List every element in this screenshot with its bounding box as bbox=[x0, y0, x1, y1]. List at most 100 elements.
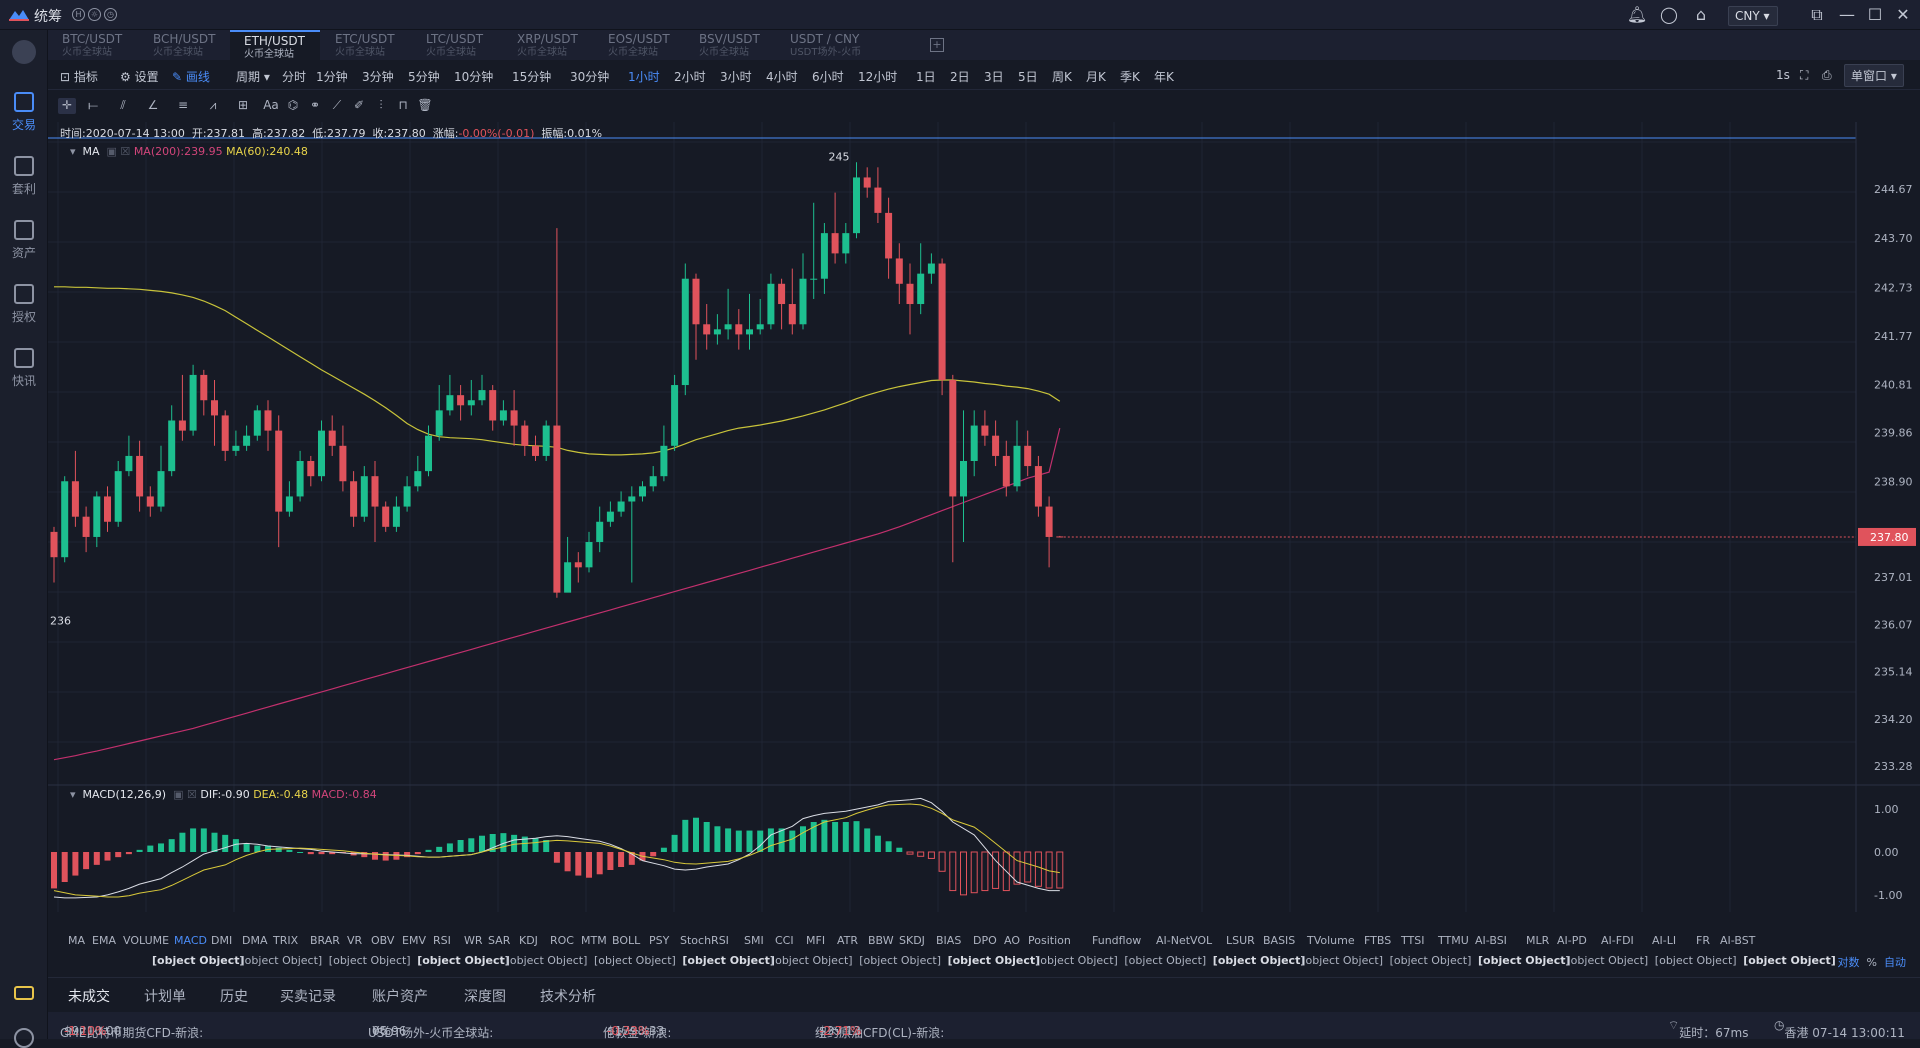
indicator-option[interactable]: EMV bbox=[402, 934, 426, 947]
indicator-option[interactable]: AI-PD bbox=[1557, 934, 1587, 947]
settings-round-icon[interactable]: ☼ bbox=[88, 8, 101, 21]
currency-select[interactable]: CNY ▾ bbox=[1728, 6, 1778, 26]
period-option[interactable]: 1日 bbox=[916, 70, 936, 84]
period-option[interactable]: 6小时 bbox=[812, 70, 844, 84]
fib-tool-icon[interactable]: ≡ bbox=[177, 98, 189, 112]
period-option[interactable]: 3小时 bbox=[720, 70, 752, 84]
fullscreen-icon[interactable]: ⛶ bbox=[1800, 68, 1809, 82]
period-option[interactable]: 5分钟 bbox=[408, 70, 440, 84]
close-button[interactable]: ✕ bbox=[1896, 5, 1910, 24]
indicator-option[interactable]: AI-BSI bbox=[1475, 934, 1507, 947]
indicator-option[interactable]: MA bbox=[68, 934, 86, 947]
period-option[interactable]: 季K bbox=[1120, 70, 1140, 84]
settings-icon[interactable] bbox=[14, 1028, 34, 1048]
indicator-option[interactable]: TRIX bbox=[273, 934, 299, 947]
tab-7[interactable]: BSV/USDT 火币全球站 bbox=[685, 30, 775, 60]
bottom-tab[interactable]: 历史 bbox=[220, 989, 248, 1005]
period-option[interactable]: 月K bbox=[1086, 70, 1106, 84]
period-option[interactable]: 30分钟 bbox=[570, 70, 610, 84]
period-option[interactable]: 分时 bbox=[282, 70, 307, 84]
indicator-option[interactable]: LSUR bbox=[1226, 934, 1255, 947]
chart-area[interactable]: 244.67 243.70 242.73 241.77 240.81 239.86 238.… bbox=[48, 122, 1920, 980]
indicators-button[interactable]: ⊡ 指标 bbox=[60, 70, 98, 84]
crosshair-icon[interactable]: ✛ bbox=[58, 98, 76, 114]
period-option[interactable]: 2小时 bbox=[674, 70, 706, 84]
indicator-option[interactable]: DMA bbox=[242, 934, 268, 947]
indicator-option[interactable]: BOLL bbox=[612, 934, 641, 947]
sidebar-item-trade[interactable]: 交易 bbox=[0, 84, 48, 142]
tab-3[interactable]: ETC/USDT 火币全球站 bbox=[321, 30, 411, 60]
lock-icon[interactable]: ⊓ bbox=[398, 98, 408, 112]
period-option[interactable]: 1分钟 bbox=[316, 70, 348, 84]
shirt-icon[interactable]: ⌂ bbox=[1695, 5, 1707, 24]
kline-chart[interactable]: 244.67 243.70 242.73 241.77 240.81 239.86 238.… bbox=[48, 122, 1920, 930]
indicator-option[interactable]: FTBS bbox=[1364, 934, 1392, 947]
trash-icon[interactable]: 🗑︎ bbox=[417, 98, 433, 112]
indicator-option[interactable]: SMI bbox=[744, 934, 764, 947]
indicator-option[interactable]: MLR bbox=[1526, 934, 1550, 947]
indicator-option[interactable]: RSI bbox=[433, 934, 451, 947]
bottom-tab[interactable]: 账户资产 bbox=[372, 989, 428, 1005]
indicator-option[interactable]: WR bbox=[464, 934, 483, 947]
period-option[interactable]: 3日 bbox=[984, 70, 1004, 84]
indicator-option[interactable]: TTMU bbox=[1438, 934, 1469, 947]
candle-tool-icon[interactable]: ⫶ bbox=[379, 98, 383, 112]
bottom-tab[interactable]: 计划单 bbox=[144, 989, 186, 1005]
period-option[interactable]: 12小时 bbox=[858, 70, 898, 84]
sidebar-item-assets[interactable]: 资产 bbox=[0, 212, 48, 270]
wave-tool-icon[interactable]: ⩘ bbox=[209, 98, 217, 112]
maximize-button[interactable]: ☐ bbox=[1867, 5, 1883, 24]
indicator-option[interactable]: BBW bbox=[868, 934, 894, 947]
add-tab-button[interactable]: + bbox=[930, 38, 944, 52]
indicator-option[interactable]: SKDJ bbox=[899, 934, 925, 947]
indicator-option[interactable]: DMI bbox=[211, 934, 233, 947]
line-tool-icon[interactable]: ⟝ bbox=[88, 98, 98, 112]
grid-tool-icon[interactable]: ⊞ bbox=[237, 98, 249, 112]
indicator-option[interactable]: StochRSI bbox=[680, 934, 729, 947]
indicator-option[interactable]: CCI bbox=[775, 934, 794, 947]
axis-mode-toggle[interactable]: 对数 % 自动 bbox=[1837, 956, 1906, 969]
sidebar-item-news[interactable]: 快讯 bbox=[0, 340, 48, 398]
indicator-option[interactable]: OBV bbox=[371, 934, 395, 947]
text-tool-icon[interactable]: Aa bbox=[263, 98, 279, 112]
period-option[interactable]: 2日 bbox=[950, 70, 970, 84]
indicator-option[interactable]: AO bbox=[1004, 934, 1020, 947]
sidebar-item-auth[interactable]: 授权 bbox=[0, 276, 48, 334]
indicator-option[interactable]: PSY bbox=[649, 934, 670, 947]
period-option[interactable]: 周K bbox=[1052, 70, 1072, 84]
window-mode-select[interactable]: 单窗口 ▾ bbox=[1844, 64, 1904, 87]
period-option[interactable]: 5日 bbox=[1018, 70, 1038, 84]
indicator-option[interactable]: VOLUME bbox=[123, 934, 170, 947]
indicator-option[interactable]: BASIS bbox=[1263, 934, 1296, 947]
period-option[interactable]: 15分钟 bbox=[512, 70, 552, 84]
tab-8[interactable]: USDT / CNY USDT场外-火币 bbox=[776, 30, 866, 60]
tab-6[interactable]: EOS/USDT 火币全球站 bbox=[594, 30, 684, 60]
popout-icon[interactable]: ⧉ bbox=[1811, 5, 1823, 24]
period-dropdown[interactable]: 周期 ▾ bbox=[236, 70, 270, 84]
draw-button[interactable]: ✎ 画线 bbox=[172, 70, 210, 84]
indicator-option[interactable]: Fundflow bbox=[1092, 934, 1142, 947]
clock-icon[interactable]: ◷ bbox=[104, 8, 117, 21]
chat-icon[interactable]: ◯ bbox=[1660, 5, 1678, 24]
indicator-option[interactable]: AI-NetVOL bbox=[1156, 934, 1213, 947]
badge-icon[interactable]: H bbox=[72, 8, 85, 21]
bottom-tab[interactable]: 未成交 bbox=[68, 986, 110, 1014]
bell-icon[interactable]: 🔔︎ bbox=[1626, 5, 1648, 24]
settings-button[interactable]: ⚙ 设置 bbox=[120, 70, 159, 84]
indicator-option[interactable]: ROC bbox=[550, 934, 574, 947]
indicator-option[interactable]: AI-FDI bbox=[1601, 934, 1634, 947]
indicator-option[interactable]: KDJ bbox=[519, 934, 538, 947]
tab-1[interactable]: BCH/USDT 火币全球站 bbox=[139, 30, 229, 60]
bottom-tab[interactable]: 深度图 bbox=[464, 989, 506, 1005]
tab-4[interactable]: LTC/USDT 火币全球站 bbox=[412, 30, 502, 60]
ruler-icon[interactable]: ⟋ bbox=[332, 98, 342, 112]
indicator-option[interactable]: AI-BST bbox=[1720, 934, 1756, 947]
period-option[interactable]: 3分钟 bbox=[362, 70, 394, 84]
indicator-option[interactable]: MACD bbox=[174, 934, 207, 947]
channel-tool-icon[interactable]: ⫽ bbox=[120, 98, 126, 112]
magnet-icon[interactable]: ⚭ bbox=[309, 98, 321, 112]
indicator-option[interactable]: MFI bbox=[806, 934, 826, 947]
vip-icon[interactable] bbox=[14, 986, 34, 1000]
bottom-tab[interactable]: 技术分析 bbox=[540, 989, 596, 1005]
indicator-option[interactable]: EMA bbox=[92, 934, 116, 947]
